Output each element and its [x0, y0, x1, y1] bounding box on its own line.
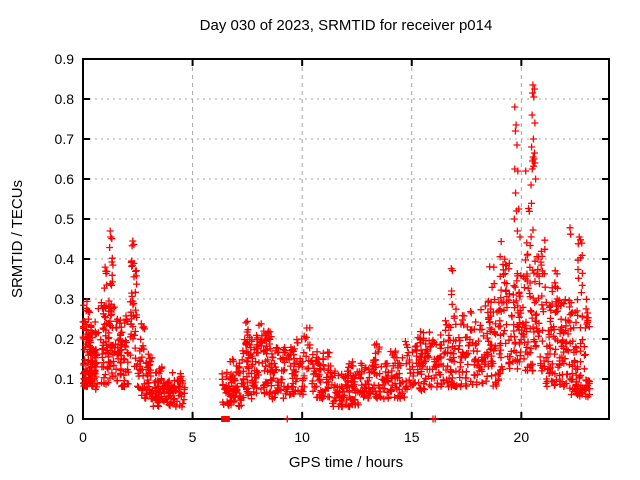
x-tick-label: 20 [514, 429, 530, 445]
axis-plus-marker [431, 415, 439, 423]
x-axis-label: GPS time / hours [289, 454, 403, 471]
y-tick-label: 0.7 [55, 131, 75, 147]
y-tick-label: 0.5 [55, 211, 75, 227]
scatter-markers [79, 81, 594, 411]
y-tick-label: 0.1 [55, 371, 75, 387]
y-tick-label: 0.3 [55, 291, 75, 307]
x-tick-label: 5 [189, 429, 197, 445]
y-tick-label: 0.2 [55, 331, 75, 347]
y-tick-label: 0.9 [55, 51, 75, 67]
axis-square-marker [223, 416, 230, 422]
x-tick-label: 0 [79, 429, 87, 445]
y-tick-label: 0.8 [55, 91, 75, 107]
y-tick-label: 0 [66, 411, 74, 427]
y-tick-label: 0.6 [55, 171, 75, 187]
axis-plus-marker [283, 415, 291, 423]
tick-labels: 0 0.1 0.2 0.3 0.4 0.5 0.6 0.7 0.8 0.9 0 5 10 15 20 [55, 51, 530, 445]
plot-border [82, 58, 610, 420]
y-axis-label: SRMTID / TECUs [9, 180, 26, 298]
data-points [79, 81, 594, 423]
chart-title: Day 030 of 2023, SRMTID for receiver p01… [200, 17, 493, 34]
x-tick-label: 15 [404, 429, 420, 445]
x-tick-label: 10 [294, 429, 310, 445]
y-tick-label: 0.4 [55, 251, 75, 267]
